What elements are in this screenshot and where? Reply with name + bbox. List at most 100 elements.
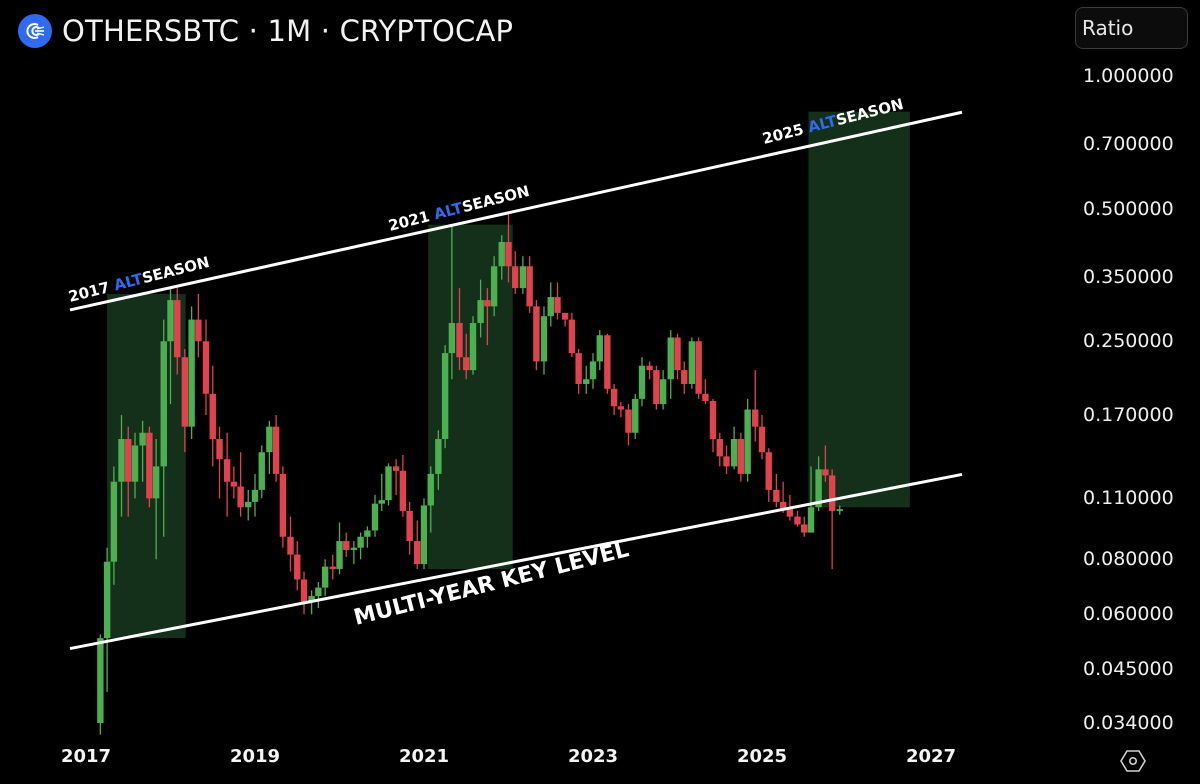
candle — [321, 559, 329, 597]
candle — [245, 489, 252, 521]
candle — [300, 571, 308, 615]
candle — [139, 420, 146, 482]
price-tick-label: 0.700000 — [1083, 133, 1174, 156]
candle — [744, 398, 751, 482]
candle — [152, 439, 160, 560]
candle — [512, 251, 519, 295]
candle — [709, 398, 717, 453]
candle — [568, 312, 576, 358]
price-tick-label: 0.110000 — [1083, 487, 1174, 510]
candle — [533, 300, 540, 371]
zone-2021-altseason — [428, 224, 513, 570]
candle — [174, 288, 181, 375]
candle — [160, 319, 167, 537]
chart-header: OTHERSBTC · 1M · CRYPTOCAP — [18, 14, 513, 48]
price-tick-label: 0.350000 — [1083, 265, 1174, 288]
candle — [435, 430, 442, 490]
candle — [575, 349, 582, 394]
price-tick-label: 0.170000 — [1083, 404, 1174, 427]
candle — [505, 212, 512, 283]
candle — [702, 379, 709, 405]
candle — [146, 426, 153, 508]
candle — [336, 522, 343, 575]
candle — [258, 445, 265, 499]
candle — [681, 361, 688, 394]
candle — [794, 510, 801, 527]
candle — [414, 520, 421, 570]
trendline-upper-channel[interactable] — [69, 110, 963, 312]
chart-title: OTHERSBTC · 1M · CRYPTOCAP — [62, 14, 514, 48]
candle — [765, 448, 772, 502]
trendline-lower-channel[interactable] — [69, 472, 963, 651]
candle — [463, 333, 470, 380]
candle — [441, 345, 449, 449]
candle — [484, 288, 491, 346]
candle — [667, 330, 674, 399]
time-tick-label: 2023 — [567, 746, 619, 767]
candle — [223, 432, 231, 517]
candle — [125, 426, 132, 517]
candle — [519, 256, 527, 295]
candle — [773, 473, 780, 508]
candle — [688, 337, 696, 389]
candle — [329, 554, 336, 580]
candle — [357, 532, 364, 560]
candle — [237, 452, 244, 517]
price-tick-label: 0.250000 — [1083, 330, 1174, 353]
candle — [378, 473, 385, 511]
candle — [131, 432, 139, 499]
candle — [638, 357, 646, 407]
candle — [653, 365, 660, 410]
candle — [427, 466, 434, 533]
candle — [695, 337, 702, 399]
candle — [617, 402, 625, 418]
candle — [822, 445, 829, 482]
candle — [583, 365, 590, 394]
candle — [279, 466, 287, 548]
candle — [758, 415, 766, 460]
price-chart[interactable]: 2017 ALTSEASON 2021 ALTSEASON 2025 ALTSE… — [0, 0, 1070, 740]
candle — [554, 282, 561, 320]
candle — [448, 224, 456, 380]
candle — [752, 370, 759, 442]
candle — [477, 279, 484, 338]
candle — [371, 494, 379, 537]
candle — [251, 473, 259, 517]
candle — [547, 282, 554, 327]
candle — [392, 459, 400, 495]
candle — [723, 445, 730, 474]
time-tick-label: 2027 — [905, 746, 957, 767]
price-tick-label: 0.034000 — [1083, 712, 1174, 735]
candle — [632, 393, 639, 440]
price-tick-label: 0.080000 — [1083, 548, 1174, 571]
candle — [498, 235, 505, 280]
candle — [716, 432, 723, 467]
hexagon-settings-icon[interactable] — [1120, 748, 1146, 774]
candle — [828, 469, 836, 570]
candle — [110, 466, 118, 585]
candle — [216, 426, 223, 499]
candle — [836, 505, 843, 515]
time-tick-label: 2025 — [736, 746, 788, 767]
candle — [604, 333, 611, 394]
candle — [469, 316, 477, 375]
candle — [561, 312, 569, 327]
candle — [202, 319, 210, 416]
candle — [181, 349, 189, 453]
candle — [364, 526, 371, 548]
candle — [167, 288, 174, 405]
candle — [406, 501, 413, 555]
candle — [730, 426, 738, 470]
candlestick-series — [97, 212, 843, 735]
candle — [230, 466, 238, 499]
candle — [294, 541, 301, 591]
scale-ratio-button[interactable]: Ratio — [1075, 7, 1188, 49]
candle — [589, 353, 597, 389]
candle — [490, 256, 498, 317]
candle — [209, 365, 216, 467]
time-tick-label: 2021 — [398, 746, 450, 767]
time-tick-label: 2019 — [229, 746, 281, 767]
candle — [540, 306, 548, 375]
candle — [315, 582, 322, 609]
candle — [188, 306, 195, 440]
